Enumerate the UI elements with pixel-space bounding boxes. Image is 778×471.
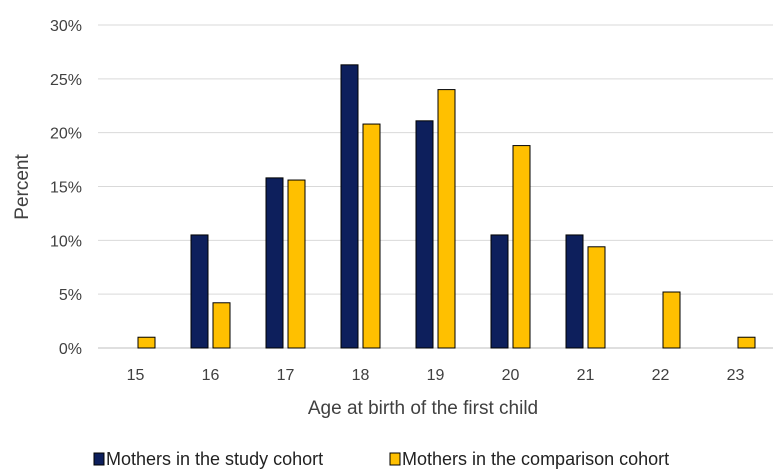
bar	[362, 123, 381, 349]
legend-label-study-cohort: Mothers in the study cohort	[106, 449, 323, 469]
y-tick-label: 15%	[50, 180, 82, 197]
legend-swatch-comparison-cohort	[389, 452, 401, 466]
bar	[265, 177, 284, 349]
bar	[512, 145, 531, 349]
bar	[137, 336, 156, 349]
legend-swatch-study-cohort	[93, 452, 105, 466]
y-tick-label: 25%	[50, 72, 82, 89]
y-axis-title: Percent	[12, 154, 33, 220]
bar	[190, 234, 209, 349]
x-tick-label: 20	[502, 367, 520, 384]
bar	[415, 120, 434, 349]
y-tick-label: 5%	[59, 287, 82, 304]
x-tick-label: 23	[727, 367, 745, 384]
bars	[137, 64, 756, 349]
y-axis-ticks: 0% 5% 10% 15% 20% 25% 30%	[50, 18, 82, 358]
x-tick-label: 15	[127, 367, 145, 384]
bar	[437, 89, 456, 349]
x-tick-label: 21	[577, 367, 595, 384]
bar	[662, 291, 681, 349]
bar	[212, 302, 231, 349]
gridlines	[98, 24, 773, 349]
x-tick-label: 19	[427, 367, 445, 384]
y-tick-label: 10%	[50, 233, 82, 250]
y-tick-label: 20%	[50, 126, 82, 143]
x-tick-label: 17	[277, 367, 295, 384]
bar	[340, 64, 359, 349]
y-tick-label: 30%	[50, 18, 82, 35]
legend: Mothers in the study cohort Mothers in t…	[93, 449, 669, 469]
x-axis-title: Age at birth of the first child	[308, 398, 538, 419]
x-axis-ticks: 15 16 17 18 19 20 21 22 23	[127, 367, 745, 384]
bar	[490, 234, 509, 349]
x-tick-label: 18	[352, 367, 370, 384]
x-tick-label: 22	[652, 367, 670, 384]
legend-label-comparison-cohort: Mothers in the comparison cohort	[402, 449, 669, 469]
bar	[287, 179, 306, 349]
bar	[737, 336, 756, 349]
x-tick-label: 16	[202, 367, 220, 384]
y-tick-label: 0%	[59, 341, 82, 358]
bar	[587, 246, 606, 349]
bar	[565, 234, 584, 349]
